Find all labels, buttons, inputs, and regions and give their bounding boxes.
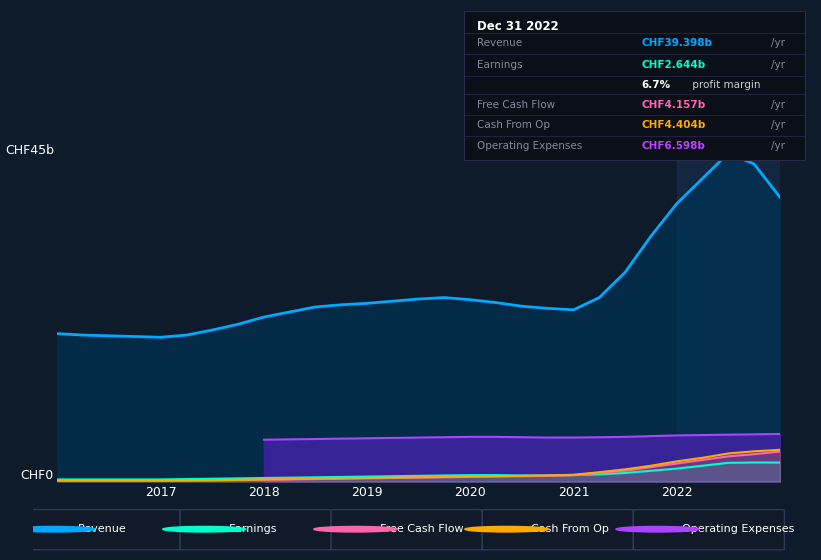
FancyBboxPatch shape — [331, 510, 482, 550]
Text: CHF2.644b: CHF2.644b — [641, 60, 705, 71]
FancyBboxPatch shape — [633, 510, 784, 550]
Circle shape — [314, 526, 397, 532]
Text: profit margin: profit margin — [689, 81, 760, 90]
Text: Earnings: Earnings — [229, 524, 277, 534]
Text: Operating Expenses: Operating Expenses — [478, 141, 583, 151]
Text: Earnings: Earnings — [478, 60, 523, 71]
Text: CHF45b: CHF45b — [5, 144, 54, 157]
FancyBboxPatch shape — [180, 510, 331, 550]
Text: /yr: /yr — [770, 141, 785, 151]
Text: Revenue: Revenue — [478, 38, 523, 48]
Text: Free Cash Flow: Free Cash Flow — [380, 524, 464, 534]
Text: CHF6.598b: CHF6.598b — [641, 141, 705, 151]
Text: Cash From Op: Cash From Op — [478, 120, 551, 130]
Bar — [677, 157, 780, 482]
Circle shape — [465, 526, 548, 532]
Circle shape — [163, 526, 245, 532]
FancyBboxPatch shape — [29, 510, 180, 550]
Circle shape — [616, 526, 699, 532]
Text: Dec 31 2022: Dec 31 2022 — [478, 20, 559, 33]
Text: Free Cash Flow: Free Cash Flow — [478, 100, 556, 110]
Text: 6.7%: 6.7% — [641, 81, 670, 90]
Text: /yr: /yr — [770, 38, 785, 48]
Text: Revenue: Revenue — [78, 524, 127, 534]
Text: /yr: /yr — [770, 60, 785, 71]
Text: CHF4.157b: CHF4.157b — [641, 100, 705, 110]
Circle shape — [11, 526, 94, 532]
Text: CHF39.398b: CHF39.398b — [641, 38, 712, 48]
Text: /yr: /yr — [770, 120, 785, 130]
Text: Operating Expenses: Operating Expenses — [682, 524, 795, 534]
Text: CHF0: CHF0 — [21, 469, 54, 482]
FancyBboxPatch shape — [482, 510, 633, 550]
Text: /yr: /yr — [770, 100, 785, 110]
Text: Cash From Op: Cash From Op — [531, 524, 609, 534]
Text: CHF4.404b: CHF4.404b — [641, 120, 705, 130]
